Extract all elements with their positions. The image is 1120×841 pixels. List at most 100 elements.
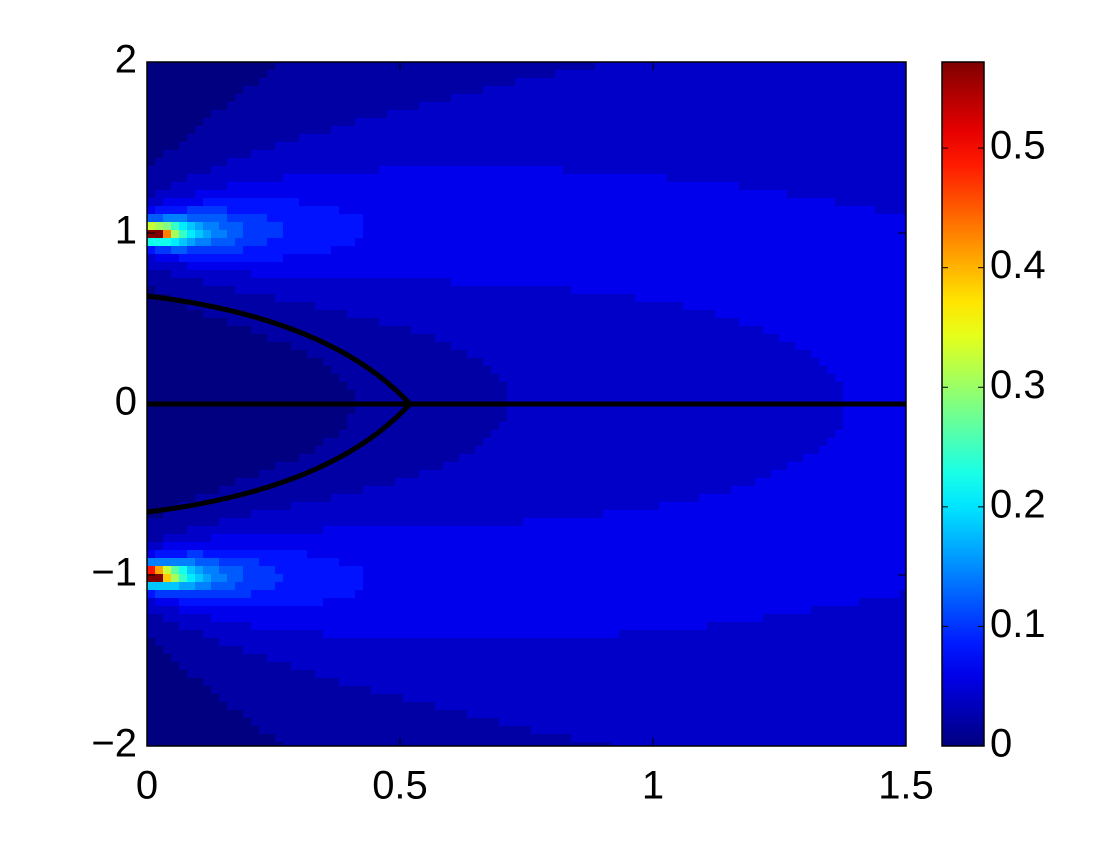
field-cell	[419, 94, 428, 103]
field-cell	[371, 670, 380, 679]
field-cell	[595, 694, 604, 703]
field-cell	[363, 702, 372, 711]
field-cell	[515, 646, 524, 655]
field-cell	[427, 486, 436, 495]
field-cell	[403, 310, 412, 319]
field-cell	[211, 494, 220, 503]
field-cell	[387, 134, 396, 143]
field-cell	[563, 334, 572, 343]
field-cell	[443, 214, 452, 223]
field-cell	[571, 366, 580, 375]
field-cell	[467, 342, 476, 351]
field-cell	[299, 318, 308, 327]
field-cell	[147, 470, 156, 479]
field-cell	[419, 670, 428, 679]
field-cell	[283, 254, 292, 263]
field-cell	[355, 182, 364, 191]
field-cell	[179, 726, 188, 735]
field-cell	[523, 726, 532, 735]
field-cell	[459, 718, 468, 727]
field-cell	[395, 318, 404, 327]
field-cell	[395, 622, 404, 631]
field-cell	[379, 94, 388, 103]
field-cell	[555, 566, 564, 575]
field-cell	[595, 358, 604, 367]
field-cell	[595, 486, 604, 495]
field-cell	[523, 382, 532, 391]
field-cell	[387, 510, 396, 519]
field-cell	[435, 470, 444, 479]
field-cell	[163, 86, 172, 95]
field-cell	[387, 662, 396, 671]
field-cell	[243, 646, 252, 655]
field-cell	[371, 214, 380, 223]
field-cell	[283, 86, 292, 95]
field-cell	[331, 166, 340, 175]
field-cell	[427, 78, 436, 87]
field-cell	[467, 606, 476, 615]
field-cell	[363, 350, 372, 359]
field-cell	[435, 734, 444, 743]
field-cell	[499, 198, 508, 207]
field-cell	[539, 150, 548, 159]
field-cell	[307, 142, 316, 151]
field-cell	[203, 366, 212, 375]
field-cell	[499, 374, 508, 383]
field-cell	[163, 182, 172, 191]
field-cell	[387, 182, 396, 191]
field-cell	[275, 382, 284, 391]
field-cell	[403, 462, 412, 471]
field-cell	[507, 558, 516, 567]
field-cell	[443, 478, 452, 487]
field-cell	[331, 414, 340, 423]
field-cell	[323, 486, 332, 495]
field-cell	[291, 334, 300, 343]
field-cell	[323, 446, 332, 455]
field-cell	[203, 590, 212, 599]
field-cell	[331, 462, 340, 471]
field-cell	[299, 414, 308, 423]
field-cell	[267, 94, 276, 103]
field-cell	[515, 310, 524, 319]
field-cell	[259, 182, 268, 191]
field-cell	[475, 78, 484, 87]
field-cell	[443, 694, 452, 703]
field-cell	[579, 438, 588, 447]
field-cell	[467, 134, 476, 143]
field-cell	[531, 246, 540, 255]
field-cell	[475, 246, 484, 255]
field-cell	[187, 630, 196, 639]
field-cell	[547, 606, 556, 615]
field-cell	[483, 358, 492, 367]
field-cell	[539, 438, 548, 447]
field-cell	[147, 502, 156, 511]
field-cell	[411, 718, 420, 727]
field-cell	[523, 366, 532, 375]
field-cell	[403, 422, 412, 431]
field-cell	[483, 470, 492, 479]
field-cell	[499, 590, 508, 599]
field-cell	[435, 78, 444, 87]
field-cell	[227, 734, 236, 743]
field-cell	[403, 630, 412, 639]
field-cell	[419, 182, 428, 191]
field-cell	[483, 414, 492, 423]
field-cell	[227, 590, 236, 599]
field-cell	[491, 142, 500, 151]
field-cell	[515, 166, 524, 175]
field-cell	[387, 494, 396, 503]
field-cell	[379, 606, 388, 615]
field-cell	[459, 526, 468, 535]
field-cell	[435, 462, 444, 471]
field-cell	[347, 654, 356, 663]
field-cell	[571, 566, 580, 575]
field-cell	[219, 190, 228, 199]
field-cell	[283, 470, 292, 479]
field-cell	[267, 286, 276, 295]
field-cell	[163, 606, 172, 615]
field-cell	[219, 542, 228, 551]
field-cell	[155, 486, 164, 495]
field-cell	[331, 86, 340, 95]
field-cell	[147, 198, 156, 207]
field-cell	[195, 710, 204, 719]
